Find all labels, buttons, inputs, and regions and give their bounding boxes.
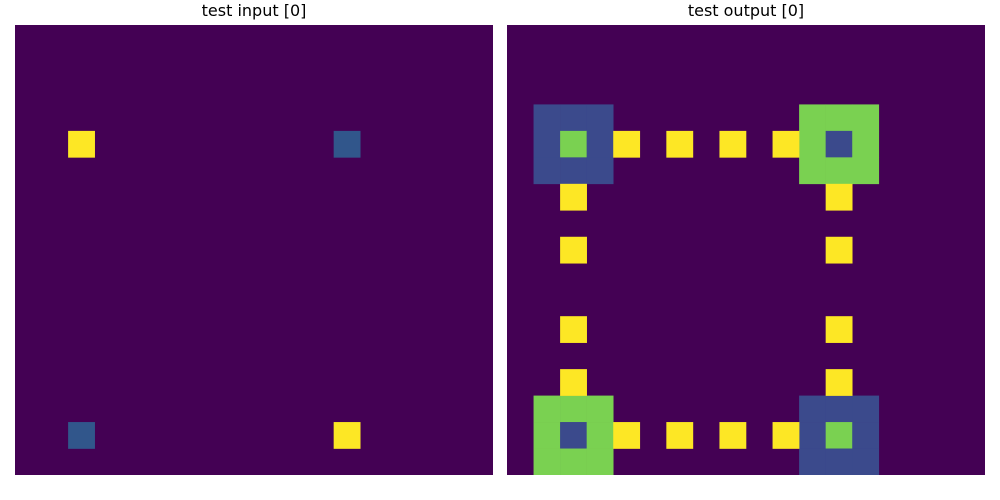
grid-cell xyxy=(826,237,853,264)
grid-cell xyxy=(560,104,587,131)
grid-cell xyxy=(852,422,879,449)
grid-cell xyxy=(852,104,879,131)
grid-cell xyxy=(560,237,587,264)
grid-cell xyxy=(534,449,561,475)
panel-title-input: test input [0] xyxy=(15,0,493,22)
grid-cell xyxy=(613,131,640,158)
grid-cell xyxy=(587,449,614,475)
grid-cell xyxy=(719,422,746,449)
grid-cell xyxy=(826,131,853,158)
grid-cell xyxy=(587,422,614,449)
grid-cell xyxy=(852,449,879,475)
grid-cell xyxy=(534,104,561,131)
grid-cell xyxy=(560,449,587,475)
grid-cell xyxy=(799,104,826,131)
grid-cell xyxy=(826,157,853,184)
grid-background xyxy=(15,25,493,475)
grid-cell xyxy=(560,422,587,449)
grid-cell xyxy=(799,131,826,158)
grid-cell xyxy=(560,369,587,396)
grid-cell xyxy=(826,422,853,449)
grid-cell xyxy=(560,184,587,211)
grid-cell xyxy=(534,396,561,423)
grid-cell xyxy=(826,396,853,423)
grid-cell xyxy=(799,449,826,475)
grid-cell xyxy=(587,157,614,184)
grid-cell xyxy=(826,369,853,396)
grid-cell xyxy=(852,157,879,184)
grid-cell xyxy=(773,422,800,449)
grid-cell xyxy=(560,157,587,184)
grid-cell xyxy=(68,131,95,158)
panel-title-output: test output [0] xyxy=(507,0,985,22)
grid-cell xyxy=(719,131,746,158)
grid-cell xyxy=(799,422,826,449)
grid-cell xyxy=(826,449,853,475)
grid-cell xyxy=(587,396,614,423)
grid-cell xyxy=(534,131,561,158)
input-grid xyxy=(15,25,493,475)
grid-cell xyxy=(666,422,693,449)
grid-cell xyxy=(799,157,826,184)
grid-cell xyxy=(587,131,614,158)
grid-cell xyxy=(852,131,879,158)
grid-cell xyxy=(560,396,587,423)
grid-cell xyxy=(666,131,693,158)
grid-cell xyxy=(613,422,640,449)
grid-cell xyxy=(334,422,361,449)
grid-cell xyxy=(826,104,853,131)
grid-cell xyxy=(560,131,587,158)
output-grid xyxy=(507,25,985,475)
grid-cell xyxy=(560,316,587,343)
grid-cell xyxy=(826,184,853,211)
grid-cell xyxy=(773,131,800,158)
grid-cell xyxy=(852,396,879,423)
grid-cell xyxy=(68,422,95,449)
grid-cell xyxy=(534,422,561,449)
grid-cell xyxy=(334,131,361,158)
grid-cell xyxy=(799,396,826,423)
grid-cell xyxy=(587,104,614,131)
grid-cell xyxy=(534,157,561,184)
grid-cell xyxy=(826,316,853,343)
